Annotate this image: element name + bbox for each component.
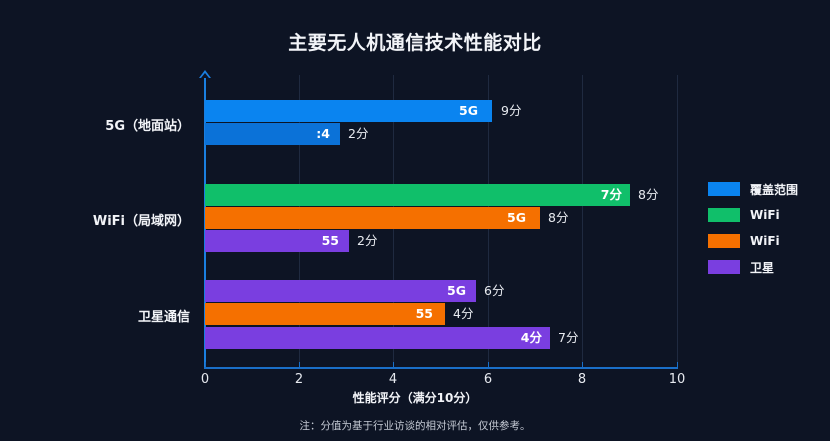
chart-title: 主要无人机通信技术性能对比 — [288, 32, 542, 54]
bar-value-label: 7分 — [558, 330, 579, 345]
bar-inner-label: 5G — [447, 283, 466, 298]
legend-label: 卫星 — [750, 260, 775, 275]
legend-item-wifi-green: WiFi — [708, 202, 798, 228]
x-axis-line — [204, 367, 678, 369]
bar-wifi-1: 7分 8分 — [205, 184, 658, 206]
x-tick-label: 8 — [577, 372, 587, 387]
x-tick — [582, 362, 583, 368]
gridline — [677, 75, 678, 368]
x-tick-label: 0 — [200, 372, 210, 387]
x-tick-label: 10 — [668, 372, 686, 387]
legend-item-wifi-orange: WiFi — [708, 228, 798, 254]
bar-inner-label: 5G — [459, 103, 478, 118]
legend-item-coverage: 覆盖范围 — [708, 176, 798, 202]
bar-inner-label: :4 — [316, 126, 330, 141]
legend-label: WiFi — [750, 234, 780, 248]
bar-inner-label: 55 — [415, 306, 433, 321]
legend-swatch — [708, 260, 740, 274]
bar-inner-label: 5G — [507, 210, 526, 225]
bar-value-label: 8分 — [638, 187, 659, 202]
bar-wifi-2: 5G 8分 — [205, 207, 568, 229]
x-tick-label: 4 — [388, 372, 398, 387]
footnote: 注：分值为基于行业访谈的相对评估，仅供参考。 — [299, 420, 531, 432]
x-tick — [393, 362, 394, 368]
gridline — [582, 75, 583, 368]
legend-swatch — [708, 208, 740, 222]
x-tick — [205, 362, 206, 368]
bar-satellite-2: 55 4分 — [205, 303, 473, 325]
bar-satellite-1: 5G 6分 — [205, 280, 504, 302]
legend-label: WiFi — [750, 208, 780, 222]
bar-inner-label: 7分 — [600, 187, 622, 202]
bar-value-label: 6分 — [484, 283, 505, 298]
legend-swatch — [708, 234, 740, 248]
legend-item-satellite: 卫星 — [708, 254, 798, 280]
x-tick — [299, 362, 300, 368]
bar-value-label: 8分 — [548, 210, 569, 225]
category-label-5g: 5G（地面站） — [105, 119, 190, 134]
bar-5g-1: 5G 9分 — [205, 100, 521, 122]
bar-wifi-3: 55 2分 — [205, 230, 377, 252]
legend-swatch — [708, 182, 740, 196]
x-tick — [488, 362, 489, 368]
category-label-wifi: WiFi（局域网） — [92, 214, 190, 229]
bar-value-label: 2分 — [357, 233, 378, 248]
bar-inner-label: 55 — [321, 233, 339, 248]
category-label-satellite: 卫星通信 — [137, 310, 190, 325]
chart-legend: 覆盖范围 WiFi WiFi 卫星 — [708, 176, 798, 280]
y-axis-arrow-mask — [201, 73, 209, 78]
legend-label: 覆盖范围 — [750, 182, 799, 197]
bar-satellite-3: 4分 7分 — [205, 327, 578, 349]
x-tick — [677, 362, 678, 368]
bar-inner-label: 4分 — [520, 330, 542, 345]
bar-value-label: 2分 — [348, 126, 369, 141]
bar-value-label: 4分 — [453, 306, 474, 321]
x-axis-title: 性能评分（满分10分） — [352, 391, 478, 405]
bar-5g-2: :4 2分 — [205, 123, 368, 145]
bar-value-label: 9分 — [501, 103, 522, 118]
x-tick-label: 6 — [483, 372, 493, 387]
x-tick-label: 2 — [294, 372, 304, 387]
